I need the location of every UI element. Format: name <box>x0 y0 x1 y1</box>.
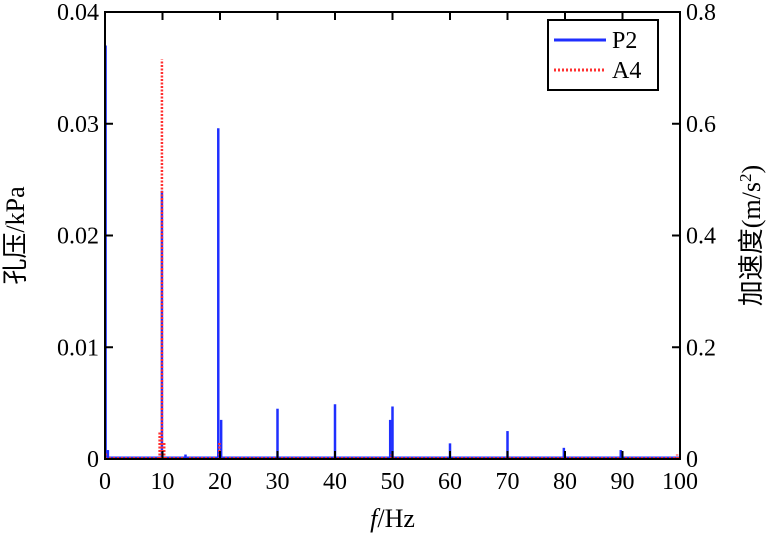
y-right-axis-label-main: 加速度(m/s <box>737 182 766 306</box>
legend-label-a4: A4 <box>612 58 641 84</box>
x-axis-label-italic: f <box>370 504 381 533</box>
y-left-tick-label: 0.01 <box>57 335 99 361</box>
y-right-tick-label: 0 <box>686 447 698 473</box>
y-right-tick-label: 0.2 <box>686 335 716 361</box>
y-right-tick-label: 0.4 <box>686 224 716 250</box>
y-left-tick-label: 0 <box>87 447 99 473</box>
y-right-axis-label-end: ) <box>737 165 766 174</box>
x-axis-label-unit: /Hz <box>377 504 415 533</box>
legend-box <box>547 19 659 91</box>
y-right-tick-label: 0.8 <box>686 0 716 26</box>
x-tick-label: 100 <box>662 469 698 495</box>
y-left-tick-label: 0.02 <box>57 224 99 250</box>
tick-labels: 0 10 20 30 40 50 60 70 80 90 10000.010.020.030.040… <box>57 0 716 495</box>
x-tick-label: 20 <box>208 469 232 495</box>
legend-label-p2: P2 <box>612 28 637 54</box>
x-tick-label: 10 <box>151 469 175 495</box>
x-tick-label: 0 <box>99 469 111 495</box>
y-right-axis-label-sup: 2 <box>736 173 755 182</box>
plot-content <box>104 45 680 459</box>
axis-ticks <box>104 11 681 460</box>
legend: P2 A4 <box>547 19 659 91</box>
x-tick-label: 50 <box>381 469 405 495</box>
x-tick-label: 60 <box>438 469 462 495</box>
x-tick-label: 70 <box>496 469 520 495</box>
x-tick-label: 90 <box>611 469 635 495</box>
x-axis-label: f/Hz <box>370 504 415 533</box>
y-left-tick-label: 0.03 <box>57 112 99 138</box>
x-tick-label: 30 <box>266 469 290 495</box>
x-tick-label: 40 <box>323 469 347 495</box>
y-left-axis-label: 孔压/kPa <box>1 186 30 285</box>
x-tick-label: 80 <box>553 469 577 495</box>
y-right-axis-label: 加速度(m/s2) <box>736 165 767 306</box>
y-left-tick-label: 0.04 <box>57 0 99 26</box>
y-right-tick-label: 0.6 <box>686 112 716 138</box>
